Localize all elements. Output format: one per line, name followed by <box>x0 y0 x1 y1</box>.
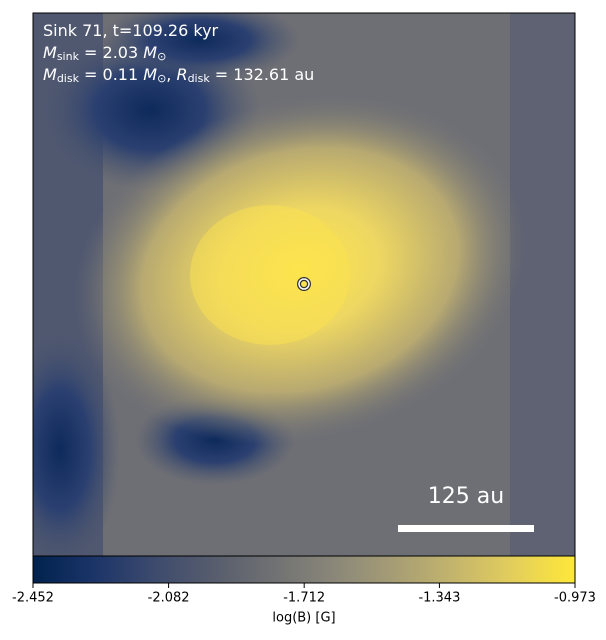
annotation-part: = 132.61 au <box>210 65 315 84</box>
annotation-part: M <box>143 65 157 84</box>
colorbar-label: log(B) [G] <box>272 611 335 626</box>
annotation: Mdisk = 0.11 M⊙, Rdisk = 132.61 au <box>43 65 314 86</box>
annotation: Sink 71, t=109.26 kyr <box>43 21 219 40</box>
annotation-part: M <box>143 43 157 62</box>
annotation-part: = 2.03 <box>79 43 143 62</box>
annotation-part: disk <box>57 72 80 85</box>
colorbar <box>32 555 576 584</box>
annotation-part: disk <box>188 72 211 85</box>
tick-label: -2.082 <box>148 591 190 606</box>
annotation-part: sink <box>57 50 80 63</box>
tick-label: -1.712 <box>283 591 325 606</box>
tick-label: -2.452 <box>12 591 54 606</box>
annotation-part: , <box>166 65 176 84</box>
annotation-part: ⊙ <box>157 72 166 85</box>
scale-bar <box>398 525 534 532</box>
annotation: Msink = 2.03 M⊙ <box>43 43 166 64</box>
annotation-part: R <box>176 65 187 84</box>
tick-label: -0.973 <box>554 591 596 606</box>
annotation-part: ⊙ <box>157 50 166 63</box>
annotation-part: M <box>43 43 57 62</box>
annotation-part: = 0.11 <box>79 65 143 84</box>
tick-label: -1.343 <box>418 591 460 606</box>
sink-marker-ring <box>298 278 310 290</box>
scale-bar-label: 125 au <box>428 484 504 509</box>
annotation-part: Sink 71, t=109.26 kyr <box>43 21 219 40</box>
field-image <box>33 13 575 556</box>
annotation-part: M <box>43 65 57 84</box>
